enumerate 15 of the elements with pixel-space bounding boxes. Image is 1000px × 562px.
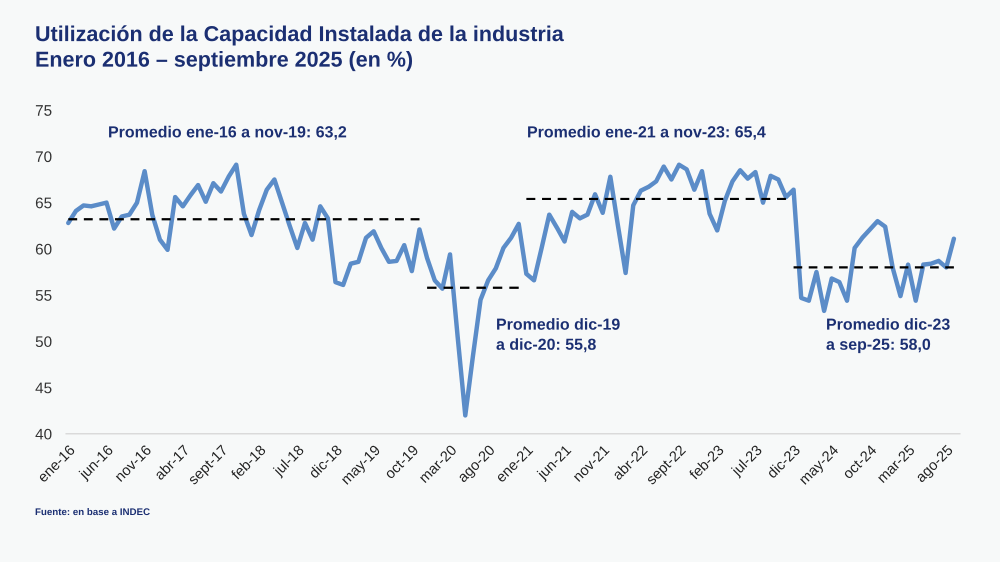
chart-title: Utilización de la Capacidad Instalada de la industria Enero 2016 – septiembre 2025 (en %): [36, 25, 564, 72]
y-tick-label: 60: [36, 244, 52, 255]
y-tick-label: 45: [35, 382, 52, 394]
y-tick-label: 55: [36, 290, 52, 301]
line-series: [66, 162, 956, 418]
y-tick-label: 65: [36, 198, 52, 208]
y-tick-label: 75: [36, 105, 52, 116]
y-tick-label: 40: [35, 428, 52, 440]
y-tick-label: 70: [36, 151, 52, 162]
annotation: Promedio dic-23 a sep-25: 58,0: [826, 318, 950, 354]
annotation: Promedio ene-21 a nov-23: 65,4: [528, 126, 766, 140]
source-note: Fuente: en base a INDEC: [36, 508, 150, 516]
annotation: Promedio dic-19 a dic-20: 55,8: [496, 318, 620, 352]
annotation: Promedio ene-16 a nov-19: 63,2: [109, 126, 346, 140]
y-tick-label: 50: [36, 336, 52, 348]
